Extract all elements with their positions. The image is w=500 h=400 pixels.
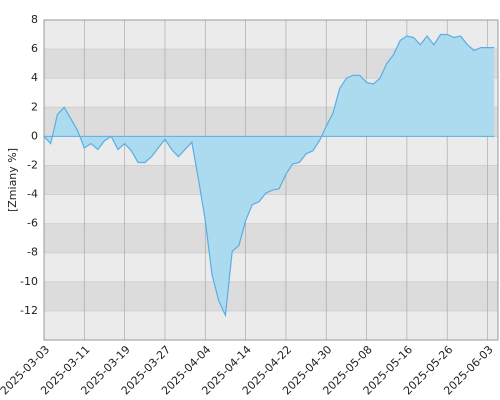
y-tick-label: -8 [27,246,38,259]
y-axis-label: [Zmiany %] [6,148,19,212]
band [44,281,498,311]
line [43,33,495,318]
y-tick-label: -4 [27,188,38,201]
y-tick-label: -2 [27,158,38,171]
y-tick-label: 0 [31,129,38,142]
band [44,223,498,253]
y-tick-label: 4 [31,71,38,84]
area [44,34,495,316]
y-tick-label: -10 [20,275,38,288]
band [44,252,498,282]
band [44,194,498,224]
plot-frame [43,19,499,341]
y-tick-label: 8 [31,13,38,26]
y-tick-label: 2 [31,100,38,113]
y-tick-label: -12 [20,304,38,317]
band [44,310,498,340]
y-tick-label: -6 [27,217,38,230]
y-tick-label: 6 [31,42,38,55]
